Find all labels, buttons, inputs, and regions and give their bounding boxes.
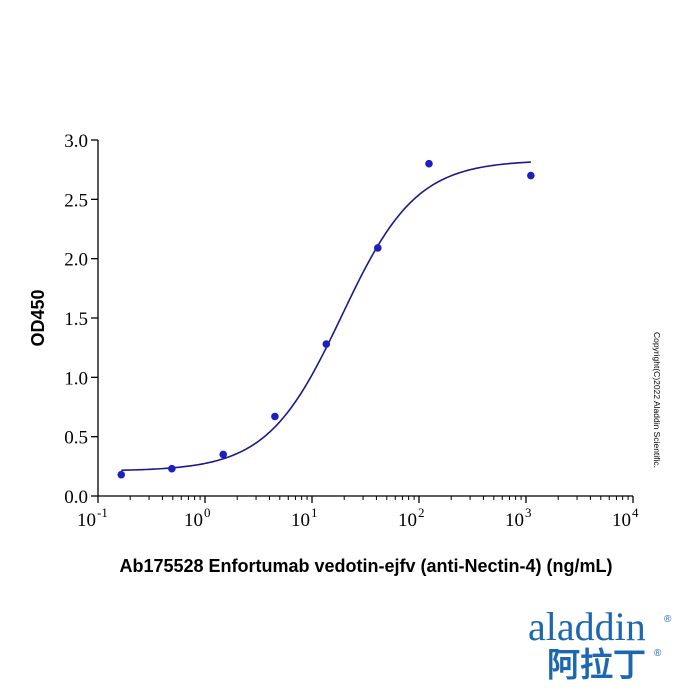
y-tick-label: 3.0 <box>64 131 88 152</box>
x-tick-label-base: 10 <box>398 510 417 531</box>
x-tick-label-exponent: 2 <box>418 505 425 520</box>
y-tick-label: 0.0 <box>64 487 88 508</box>
logo-registered-mark-cjk: ® <box>654 648 662 659</box>
x-tick-label: 10 -1 <box>77 505 108 531</box>
x-tick-label: 10 3 <box>505 505 532 531</box>
logo-cjk-text: 阿拉丁 <box>547 645 646 684</box>
x-tick-label-base: 10 <box>505 510 524 531</box>
data-point <box>425 159 433 168</box>
x-tick-label-base: 10 <box>291 510 310 531</box>
logo-latin-text: aladdin <box>528 604 646 649</box>
x-tick-label-base: 10 <box>612 510 631 531</box>
y-tick-label: 2.5 <box>64 190 88 211</box>
data-point <box>527 171 535 180</box>
y-tick-label: 2.0 <box>64 250 88 271</box>
y-tick-label: 0.5 <box>64 428 88 449</box>
x-tick-label: 10 0 <box>184 505 211 531</box>
x-tick-label: 10 2 <box>398 505 425 531</box>
aladdin-logo: aladdin ® 阿拉丁 ® <box>528 604 672 684</box>
x-tick-label: 10 1 <box>291 505 318 531</box>
logo-registered-mark: ® <box>664 614 672 625</box>
x-tick-label-exponent: 4 <box>632 505 639 520</box>
x-tick-label: 10 4 <box>612 505 639 531</box>
y-tick-label: 1.0 <box>64 368 88 389</box>
x-tick-label-exponent: -1 <box>97 505 108 520</box>
copyright-notice: Copyright(C)2022 Aladdin Scientific. <box>652 332 662 468</box>
x-tick-label-exponent: 0 <box>204 505 211 520</box>
data-point <box>219 450 228 459</box>
y-axis-title: OD450 <box>28 289 48 346</box>
fit-curve <box>121 161 531 472</box>
x-axis-title: Ab175528 Enfortumab vedotin-ejfv (anti-N… <box>119 556 612 576</box>
data-point <box>322 340 331 348</box>
data-point <box>373 244 382 252</box>
data-points-layer <box>117 159 535 479</box>
y-tick-label: 1.5 <box>64 309 88 330</box>
x-tick-label-exponent: 1 <box>311 505 318 520</box>
data-point <box>271 412 279 421</box>
x-tick-label-exponent: 3 <box>525 505 532 520</box>
data-point <box>117 470 126 479</box>
fit-curve-layer <box>121 161 531 472</box>
x-tick-label-base: 10 <box>184 510 203 531</box>
data-point <box>168 464 176 473</box>
x-tick-label-base: 10 <box>77 510 96 531</box>
axes: 0.00.51.01.52.02.53.010 -1 10 0 10 1 10 2 10 3 10 4 <box>64 131 639 531</box>
